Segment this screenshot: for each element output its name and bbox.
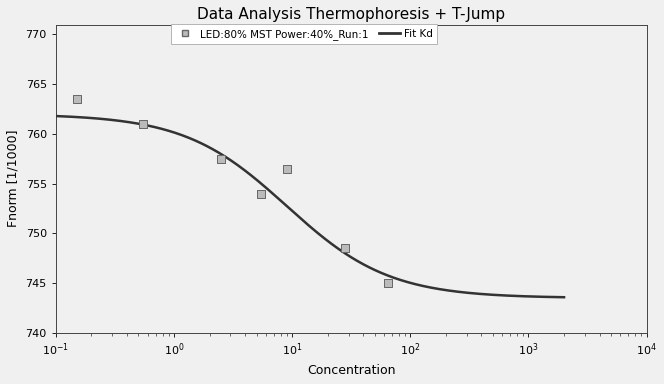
Point — [340, 245, 351, 252]
Y-axis label: Fnorm [1/1000]: Fnorm [1/1000] — [7, 130, 20, 227]
Point — [71, 96, 82, 102]
Point — [282, 166, 292, 172]
Point — [383, 280, 394, 286]
Point — [216, 156, 226, 162]
Legend: LED:80% MST Power:40%_Run:1, Fit Kd: LED:80% MST Power:40%_Run:1, Fit Kd — [171, 25, 437, 44]
Point — [256, 190, 267, 197]
X-axis label: Concentration: Concentration — [307, 364, 396, 377]
Title: Data Analysis Thermophoresis + T-Jump: Data Analysis Thermophoresis + T-Jump — [197, 7, 505, 22]
Point — [138, 121, 149, 127]
